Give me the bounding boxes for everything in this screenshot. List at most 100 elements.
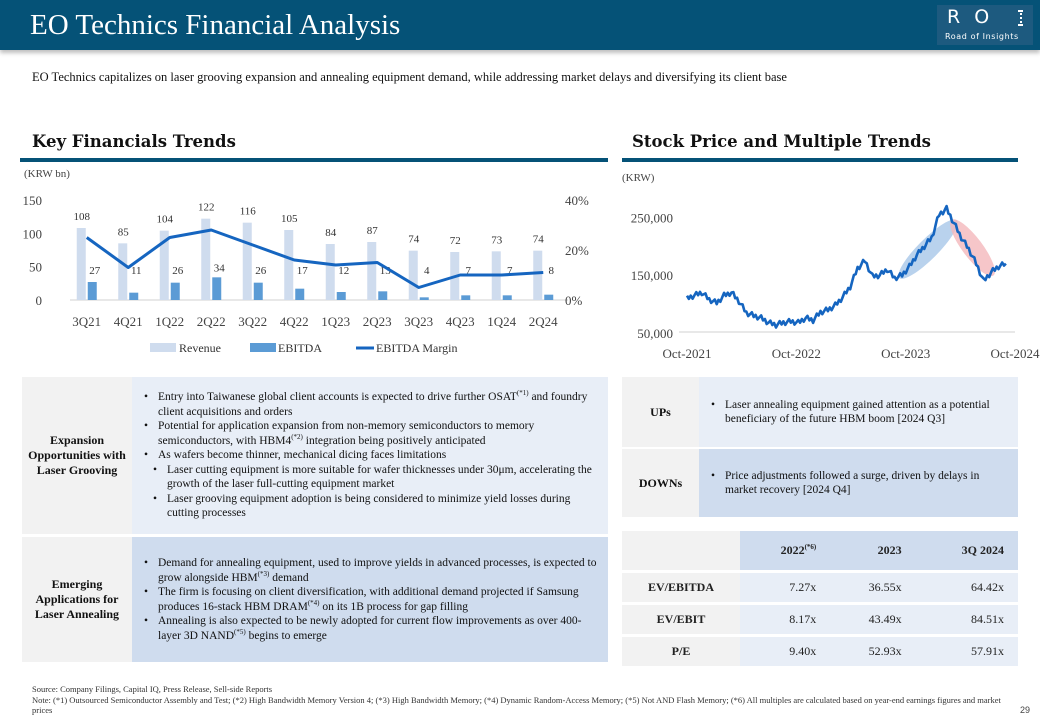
opportunity-content-grooving: Entry into Taiwanese global client accou…: [132, 377, 608, 534]
x-tick-label: 1Q22: [155, 314, 184, 329]
x-tick-label: Oct-2022: [772, 346, 821, 361]
ebitda-data-label: 7: [507, 265, 513, 277]
y-tick-label: 250,000: [631, 210, 673, 225]
revenue-bar: [76, 228, 86, 300]
legend-revenue-swatch: [150, 343, 176, 352]
ebitda-bar: [129, 292, 139, 300]
footer-notes: Source: Company Filings, Capital IQ, Pre…: [32, 684, 1022, 716]
revenue-data-label: 73: [491, 234, 503, 246]
legend-ebitda-label: EBITDA: [278, 341, 322, 355]
x-tick-label: 1Q23: [321, 314, 350, 329]
cell: 64.42x: [915, 571, 1018, 605]
downs-label-text: DOWNs: [638, 475, 683, 490]
revenue-bar: [284, 230, 294, 300]
ebitda-data-label: 11: [131, 265, 142, 277]
revenue-data-label: 72: [450, 235, 461, 247]
multiples-header-row: 2022(*6) 2023 3Q 2024: [622, 531, 1018, 573]
bullet-item: Laser cutting equipment is more suitable…: [153, 463, 598, 492]
ebitda-data-label: 12: [338, 265, 349, 277]
revenue-data-label: 122: [198, 202, 215, 214]
opportunity-label-annealing: Emerging Applications for Laser Annealin…: [22, 537, 132, 662]
revenue-bar: [408, 250, 418, 300]
ebitda-bar: [502, 295, 512, 300]
ebitda-bar: [544, 294, 554, 300]
x-tick-label: 2Q24: [529, 314, 558, 329]
source-note: Source: Company Filings, Capital IQ, Pre…: [32, 684, 273, 694]
section-rule-left: [20, 158, 608, 162]
ebitda-bar: [419, 297, 429, 300]
ebitda-bar: [295, 288, 305, 300]
downs-bullet: Price adjustments followed a surge, driv…: [711, 469, 1008, 498]
ups-bullet: Laser annealing equipment gained attenti…: [711, 398, 1008, 427]
bullet-item: Entry into Taiwanese global client accou…: [144, 390, 598, 419]
ebitda-data-label: 17: [297, 265, 309, 277]
financials-unit-label: (KRW bn): [24, 168, 70, 180]
revenue-bar: [325, 244, 335, 300]
x-tick-label: 4Q21: [114, 314, 143, 329]
ups-label-text: UPs: [650, 404, 671, 419]
ups-label: UPs: [622, 377, 699, 447]
x-tick-label: 4Q22: [280, 314, 309, 329]
section-title-stock: Stock Price and Multiple Trends: [632, 132, 931, 151]
logo-i-icon: [1018, 10, 1023, 26]
bullet-item: As wafers become thinner, mechanical dic…: [144, 448, 598, 463]
multiples-col-2022: 2022(*6): [740, 531, 831, 573]
cell: 43.49x: [830, 603, 916, 637]
footnote: Note: (*1) Outsourced Semiconductor Asse…: [32, 694, 1001, 716]
revenue-data-label: 105: [281, 213, 298, 225]
cell: 8.17x: [740, 603, 831, 637]
bullet-item: Annealing is also expected to be newly a…: [144, 614, 598, 643]
legend-revenue-label: Revenue: [179, 341, 221, 355]
opportunity-content-annealing: Demand for annealing equipment, used to …: [132, 537, 608, 662]
revenue-bar: [242, 222, 252, 300]
ups-content: Laser annealing equipment gained attenti…: [699, 377, 1018, 447]
ebitda-data-label: 26: [255, 265, 267, 277]
cell: 84.51x: [915, 603, 1018, 637]
ebitda-bar: [336, 292, 346, 300]
page-number: 29: [1019, 705, 1030, 715]
downs-content: Price adjustments followed a surge, driv…: [699, 449, 1018, 517]
x-tick-label: 3Q21: [72, 314, 101, 329]
up-trend-band: [898, 219, 958, 279]
x-tick-label: Oct-2021: [662, 346, 711, 361]
x-tick-label: 2Q23: [363, 314, 392, 329]
cell: 7.27x: [740, 571, 831, 605]
left-tick-label: 50: [29, 260, 42, 275]
legend-margin-label: EBITDA Margin: [376, 341, 457, 355]
x-tick-label: 3Q23: [404, 314, 433, 329]
right-tick-label: 0%: [565, 293, 583, 308]
ebitda-data-label: 26: [172, 265, 184, 277]
revenue-data-label: 74: [408, 234, 420, 246]
ebitda-data-label: 13: [380, 265, 392, 277]
stock-price-chart: 50,000 150,000 250,000 Oct-2021 Oct-2022 Oct-…: [631, 204, 1040, 361]
cell: 57.91x: [915, 635, 1018, 669]
page-subtitle: EO Technics capitalizes on laser groovin…: [32, 70, 787, 84]
revenue-bar: [118, 243, 128, 300]
row-label: EV/EBITDA: [622, 571, 740, 605]
opportunity-label-grooving: Expansion Opportunities with Laser Groov…: [22, 377, 132, 534]
y-tick-label: 150,000: [631, 268, 673, 283]
ebitda-margin-line: [85, 228, 544, 289]
left-tick-label: 100: [23, 226, 43, 241]
table-row: EV/EBIT 8.17x 43.49x 84.51x: [622, 603, 1018, 637]
y-tick-label: 50,000: [637, 326, 673, 341]
revenue-bar: [367, 242, 377, 300]
multiples-col-3q2024: 3Q 2024: [915, 531, 1018, 573]
left-tick-label: 150: [23, 193, 43, 208]
right-tick-label: 20%: [565, 243, 589, 258]
multiples-table: 2022(*6) 2023 3Q 2024 EV/EBITDA 7.27x 36.5…: [622, 531, 1018, 669]
down-trend-band: [950, 219, 995, 277]
financials-chart: 0 50 100 150 0% 20% 40% 108 27 3Q21 85 11 4Q21 104 26 1…: [23, 193, 590, 355]
table-row: P/E 9.40x 52.93x 57.91x: [622, 635, 1018, 669]
left-tick-label: 0: [36, 293, 43, 308]
multiples-col-2023: 2023: [830, 531, 916, 573]
section-rule-right: [622, 158, 1018, 162]
opportunity-label-text: Emerging Applications for Laser Annealin…: [34, 577, 120, 621]
ebitda-data-label: 27: [89, 265, 101, 277]
bullet-item: The firm is focusing on client diversifi…: [144, 585, 598, 614]
downs-label: DOWNs: [622, 449, 699, 517]
bullet-item: Demand for annealing equipment, used to …: [144, 556, 598, 585]
ebitda-bar: [87, 282, 97, 300]
revenue-bar: [201, 218, 211, 300]
logo-tagline: Road of Insights: [945, 32, 1019, 41]
